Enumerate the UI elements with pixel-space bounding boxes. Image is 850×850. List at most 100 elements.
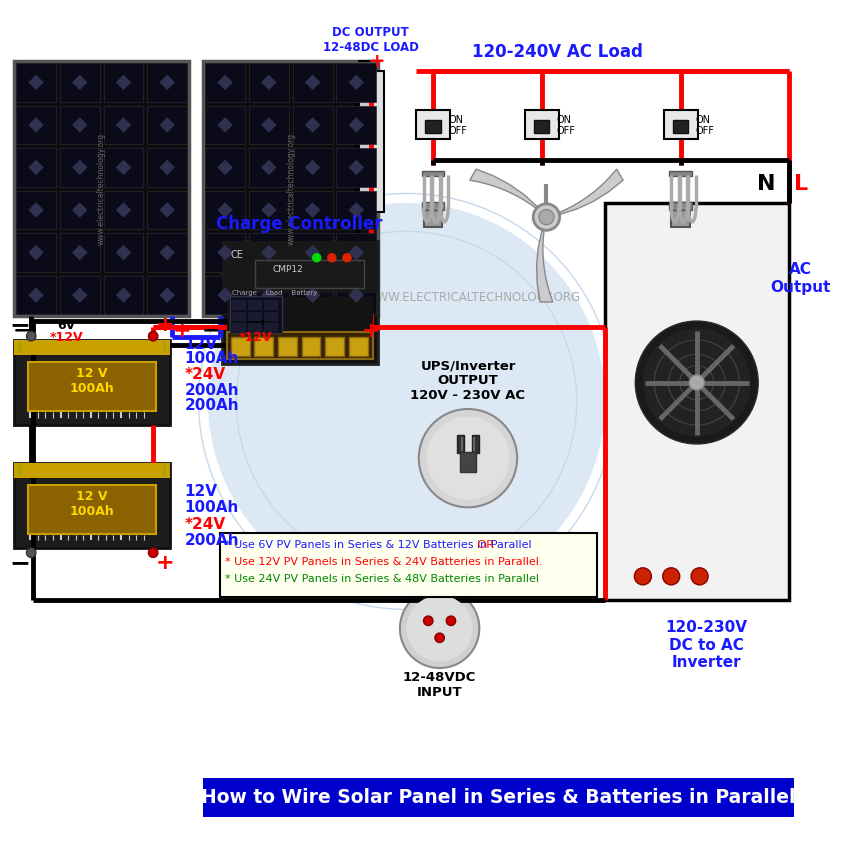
Bar bbox=[162, 342, 167, 354]
Text: 12V: 12V bbox=[184, 337, 218, 352]
Bar bbox=[162, 465, 167, 476]
Circle shape bbox=[691, 568, 708, 585]
Bar bbox=[231, 312, 245, 320]
Text: OFF: OFF bbox=[448, 126, 467, 136]
Polygon shape bbox=[72, 202, 88, 218]
Bar bbox=[14, 61, 189, 316]
Polygon shape bbox=[470, 169, 537, 208]
Bar bbox=[104, 233, 144, 272]
Text: 200Ah: 200Ah bbox=[184, 382, 239, 398]
Bar bbox=[254, 337, 273, 356]
Text: +: + bbox=[173, 320, 191, 341]
Bar bbox=[292, 275, 332, 314]
Polygon shape bbox=[116, 202, 131, 218]
Text: 200Ah: 200Ah bbox=[184, 398, 239, 413]
Polygon shape bbox=[305, 202, 320, 218]
Bar bbox=[231, 323, 245, 332]
Polygon shape bbox=[72, 75, 88, 90]
Circle shape bbox=[643, 329, 751, 436]
Text: +: + bbox=[361, 320, 380, 341]
Polygon shape bbox=[116, 160, 131, 175]
Polygon shape bbox=[261, 202, 276, 218]
Polygon shape bbox=[261, 245, 276, 260]
Bar bbox=[337, 63, 377, 102]
Text: * Use 24V PV Panels in Series & 48V Batteries in Parallel: * Use 24V PV Panels in Series & 48V Batt… bbox=[225, 574, 539, 584]
Bar bbox=[16, 105, 56, 144]
Text: 200Ah: 200Ah bbox=[184, 533, 239, 548]
Bar bbox=[147, 233, 187, 272]
Bar bbox=[255, 259, 364, 288]
Polygon shape bbox=[28, 160, 44, 175]
Circle shape bbox=[427, 416, 509, 500]
Bar bbox=[249, 63, 289, 102]
Circle shape bbox=[634, 568, 651, 585]
Polygon shape bbox=[72, 287, 88, 303]
Bar bbox=[60, 63, 99, 102]
Circle shape bbox=[446, 616, 456, 626]
Text: www.electricaltechnology.org: www.electricaltechnology.org bbox=[286, 133, 295, 245]
Bar bbox=[14, 463, 170, 548]
Circle shape bbox=[149, 548, 158, 558]
Bar bbox=[326, 337, 344, 356]
Circle shape bbox=[327, 253, 337, 263]
Text: 12 V
100Ah: 12 V 100Ah bbox=[70, 366, 114, 394]
Bar bbox=[104, 275, 144, 314]
Polygon shape bbox=[305, 287, 320, 303]
Text: 100Ah: 100Ah bbox=[184, 500, 239, 515]
Bar bbox=[104, 148, 144, 187]
Bar bbox=[292, 233, 332, 272]
Text: How to Wire Solar Panel in Series & Batteries in Parallel: How to Wire Solar Panel in Series & Batt… bbox=[201, 788, 796, 807]
Polygon shape bbox=[348, 245, 364, 260]
Polygon shape bbox=[305, 117, 320, 133]
Text: *12V: *12V bbox=[49, 331, 83, 343]
Circle shape bbox=[343, 253, 352, 263]
Polygon shape bbox=[28, 287, 44, 303]
Text: OFF: OFF bbox=[557, 126, 575, 136]
Bar bbox=[264, 312, 277, 320]
Text: AC
Output: AC Output bbox=[771, 263, 831, 295]
Text: +: + bbox=[156, 314, 173, 335]
Bar bbox=[423, 209, 443, 227]
Bar bbox=[357, 71, 371, 212]
Text: UPS/Inverter
OUTPUT
120V - 230V AC: UPS/Inverter OUTPUT 120V - 230V AC bbox=[411, 360, 525, 402]
Circle shape bbox=[149, 332, 158, 341]
Bar bbox=[292, 190, 332, 230]
Bar bbox=[534, 120, 549, 133]
Polygon shape bbox=[28, 202, 44, 218]
Bar bbox=[278, 337, 297, 356]
Circle shape bbox=[635, 321, 758, 444]
Text: *24V: *24V bbox=[184, 517, 225, 532]
Bar bbox=[14, 463, 170, 478]
Bar bbox=[18, 465, 22, 476]
Text: N: N bbox=[757, 174, 776, 194]
Polygon shape bbox=[305, 160, 320, 175]
Text: −: − bbox=[13, 320, 31, 341]
Bar bbox=[18, 342, 22, 354]
Circle shape bbox=[689, 375, 705, 390]
Text: 6V: 6V bbox=[246, 320, 264, 332]
Polygon shape bbox=[160, 160, 175, 175]
Bar bbox=[16, 275, 56, 314]
Text: 6V: 6V bbox=[57, 320, 76, 332]
Polygon shape bbox=[261, 75, 276, 90]
Polygon shape bbox=[348, 75, 364, 90]
Polygon shape bbox=[536, 230, 552, 302]
Circle shape bbox=[663, 568, 680, 585]
Polygon shape bbox=[261, 287, 276, 303]
Bar bbox=[249, 275, 289, 314]
Bar bbox=[524, 110, 558, 139]
Text: −: − bbox=[201, 320, 220, 341]
Text: −: − bbox=[9, 551, 31, 575]
Bar bbox=[60, 105, 99, 144]
Text: 12-48VDC
INPUT: 12-48VDC INPUT bbox=[403, 671, 476, 699]
Bar bbox=[205, 190, 245, 230]
Bar bbox=[249, 148, 289, 187]
Bar bbox=[203, 61, 378, 316]
Text: −: − bbox=[356, 52, 372, 71]
Bar bbox=[669, 171, 692, 177]
Polygon shape bbox=[348, 160, 364, 175]
Bar bbox=[416, 110, 450, 139]
Bar bbox=[371, 71, 384, 212]
Polygon shape bbox=[305, 245, 320, 260]
Bar bbox=[292, 105, 332, 144]
